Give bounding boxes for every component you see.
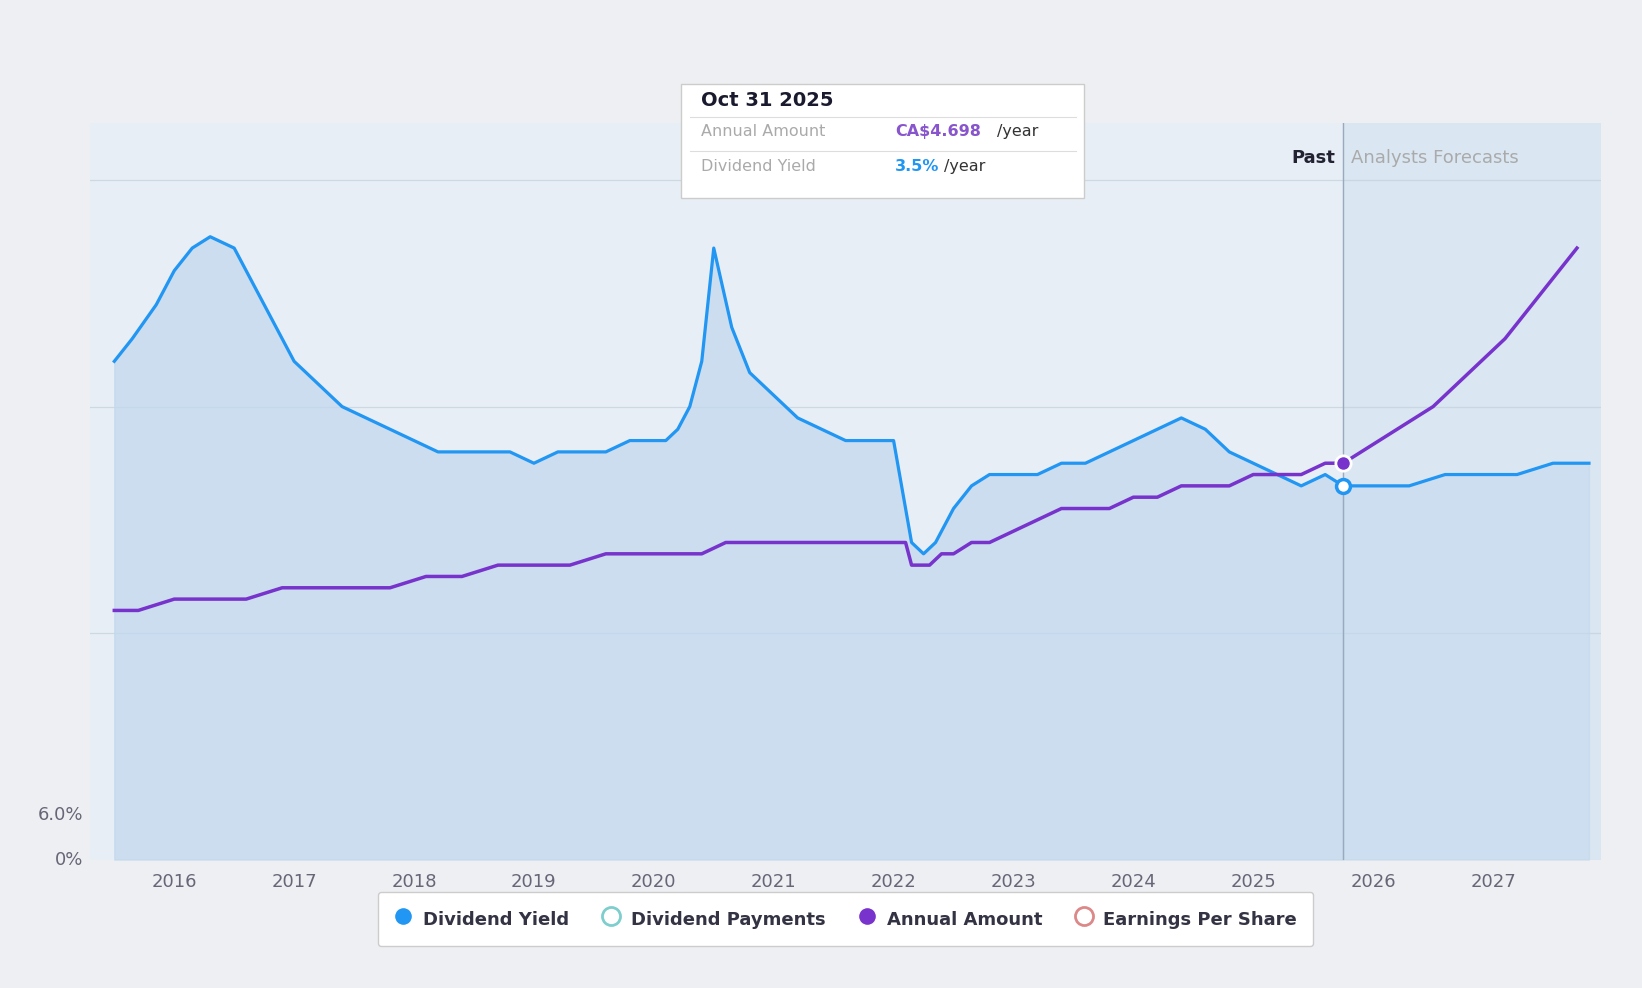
Text: Dividend Yield: Dividend Yield (701, 159, 816, 174)
Text: /year: /year (944, 159, 985, 174)
Text: /year: /year (997, 124, 1038, 139)
Text: CA$4.698: CA$4.698 (895, 124, 980, 139)
Text: 3.5%: 3.5% (895, 159, 939, 174)
Text: Annual Amount: Annual Amount (701, 124, 826, 139)
Legend: Dividend Yield, Dividend Payments, Annual Amount, Earnings Per Share: Dividend Yield, Dividend Payments, Annua… (378, 892, 1314, 947)
Text: 0%: 0% (54, 851, 82, 868)
Text: Oct 31 2025: Oct 31 2025 (701, 91, 834, 110)
Bar (1343, 124, 1601, 860)
Text: Past: Past (1292, 149, 1335, 167)
Text: Analysts Forecasts: Analysts Forecasts (1351, 149, 1519, 167)
Text: 6.0%: 6.0% (38, 806, 82, 824)
